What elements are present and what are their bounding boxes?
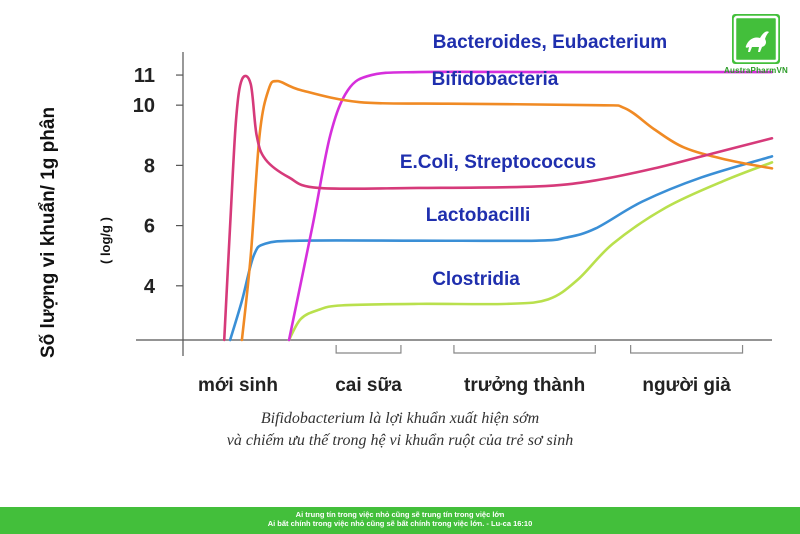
kangaroo-cross-icon [733,15,779,63]
y-tick-label: 10 [133,95,155,117]
series-line-clostridia [287,161,774,342]
series-label: Bacteroides, Eubacterium [433,32,667,53]
series-line-bacteroides-eubacterium [287,70,774,342]
footer-line-1: Ai trung tín trong việc nhỏ cũng sẽ trun… [295,510,505,519]
x-period-bracket [335,345,402,354]
austrapharm-logo: AustraPharmVN [724,14,788,84]
series-label: Clostridia [432,269,520,290]
caption-line-1: Bifidobacterium là lợi khuẩn xuất hiện s… [260,410,540,427]
footer-bar: Ai trung tín trong việc nhỏ cũng sẽ trun… [0,507,800,534]
caption-line-2: và chiếm ưu thế trong hệ vi khuẩn ruột c… [226,432,574,449]
x-period-bracket [630,345,744,354]
series-label: Bifidobacteria [432,69,559,90]
series-label: E.Coli, Streptococcus [400,152,596,173]
y-axis-title: Số lượng vi khuẩn/ 1g phân [38,106,59,358]
y-axis-unit: ( log/g ) [98,217,113,264]
x-period-label: mới sinh [198,375,278,396]
series-line-lactobacilli [228,155,774,342]
logo-badge [732,14,780,64]
series-label: Lactobacilli [426,205,531,226]
logo-text: AustraPharmVN [724,66,788,75]
y-axis-label-group: Số lượng vi khuẩn/ 1g phân ( log/g ) [30,58,113,358]
x-period-bracket [453,345,596,354]
y-tick-label: 8 [144,155,155,177]
footer-line-2: Ai bất chính trong việc nhỏ cũng sẽ bất … [267,519,533,528]
x-period-label: cai sữa [335,375,402,396]
y-tick-label: 11 [134,65,155,87]
series-line-bifidobacteria [240,79,774,342]
x-period-label: người già [642,375,731,396]
y-tick-label: 6 [144,216,155,238]
y-tick-label: 4 [144,276,156,298]
x-period-label: trưởng thành [464,375,585,396]
series-line-e-coli-streptococcus [222,74,774,342]
